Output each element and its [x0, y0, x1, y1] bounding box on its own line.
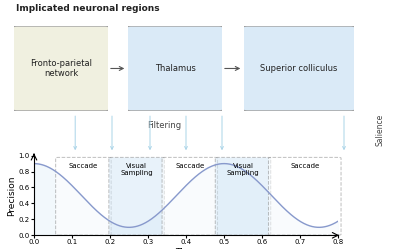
Text: Fronto-parietal
network: Fronto-parietal network	[30, 59, 92, 78]
Text: Saccade: Saccade	[290, 163, 319, 169]
FancyBboxPatch shape	[125, 26, 225, 111]
Y-axis label: Precision: Precision	[7, 175, 16, 216]
Text: Thalamus: Thalamus	[154, 64, 196, 73]
Text: Superior colliculus: Superior colliculus	[260, 64, 338, 73]
Text: Filtering: Filtering	[147, 121, 181, 130]
FancyBboxPatch shape	[215, 157, 271, 235]
FancyBboxPatch shape	[241, 26, 357, 111]
FancyBboxPatch shape	[162, 157, 218, 235]
X-axis label: Time: Time	[175, 248, 197, 249]
FancyBboxPatch shape	[268, 157, 341, 235]
Text: Salience: Salience	[376, 113, 384, 146]
FancyBboxPatch shape	[11, 26, 111, 111]
Text: Saccade: Saccade	[175, 163, 204, 169]
Text: Visual
Sampling: Visual Sampling	[120, 163, 153, 176]
FancyBboxPatch shape	[109, 157, 164, 235]
Text: Implicated neuronal regions: Implicated neuronal regions	[16, 4, 160, 13]
Text: Saccade: Saccade	[69, 163, 98, 169]
FancyBboxPatch shape	[56, 157, 111, 235]
Text: Visual
Sampling: Visual Sampling	[227, 163, 259, 176]
